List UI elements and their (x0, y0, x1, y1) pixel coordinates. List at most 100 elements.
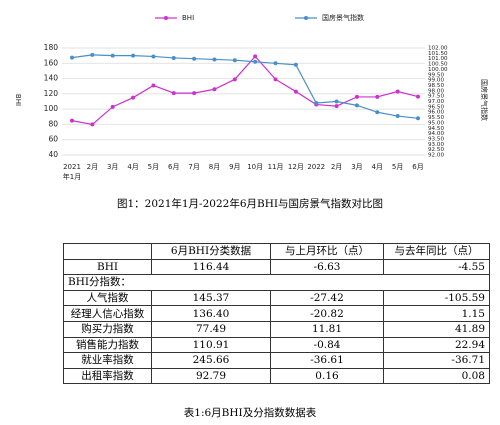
y2-tick-label: 92.00 (428, 153, 444, 159)
table-cell: 0.08 (383, 367, 490, 385)
y-tick-label: 40 (48, 150, 58, 159)
point (171, 91, 176, 96)
y2-tick-label: 96.50 (428, 104, 444, 110)
x-tick-label: 3月 (351, 163, 362, 171)
y2-tick-label: 99.00 (428, 78, 444, 84)
y-tick-label: 100 (44, 104, 59, 113)
y-tick-label: 160 (44, 58, 59, 67)
point (192, 56, 197, 61)
point (110, 53, 115, 58)
table-cell: 与去年同比（点） (383, 243, 490, 260)
series-line (71, 54, 419, 119)
table-row: BHI分指数： (63, 274, 490, 291)
point (232, 58, 237, 63)
point (110, 104, 115, 109)
y2-tick-label: 93.50 (428, 136, 444, 142)
y2-tick-label: 98.00 (428, 88, 444, 94)
table-caption: 表1:6月BHI及分指数数据表 (183, 407, 317, 419)
table-row: 销售能力指数 110.91 -0.84 22.94 (63, 336, 490, 354)
x-tick-label: 2022 (307, 163, 325, 171)
point (354, 103, 359, 108)
x-tick-label: 2月 (87, 163, 98, 171)
table-cell: 41.89 (383, 320, 490, 338)
table-cell: 92.79 (151, 367, 271, 385)
point (395, 89, 400, 94)
point (212, 87, 217, 92)
point (70, 118, 74, 123)
y2-tick-label: 101.50 (428, 51, 448, 57)
table-row: BHI 116.44 -6.63 -4.55 (63, 258, 490, 276)
table-cell: 0.16 (270, 367, 384, 385)
table-cell: 销售能力指数 (63, 336, 152, 354)
y-tick-label: 120 (44, 89, 59, 98)
point (293, 89, 298, 94)
table-row: 经理人信心指数 136.40 -20.82 1.15 (63, 305, 490, 322)
y2-axis-label: 国房景气指数 (480, 79, 489, 121)
table-row: 人气指数 145.37 -27.42 -105.59 (63, 289, 490, 307)
x-tick-label: 5月 (148, 163, 159, 171)
point (273, 61, 278, 66)
y-tick-label: 60 (48, 135, 58, 144)
point (131, 53, 136, 58)
table-cell: -27.42 (270, 289, 384, 307)
table-cell: 购买力指数 (63, 320, 152, 338)
x-tick-label: 6月 (168, 163, 179, 171)
point (131, 95, 136, 100)
point (375, 110, 380, 115)
y-tick-label: 80 (48, 119, 58, 128)
table-cell: -36.71 (383, 352, 490, 369)
series-line (71, 55, 419, 126)
point (273, 77, 278, 82)
point (416, 116, 420, 121)
y2-tick-label: 98.50 (428, 83, 444, 89)
point (416, 94, 420, 99)
y2-tick-label: 95.50 (428, 115, 444, 121)
chart: 40 60 80 100 120 140 160 180 92.0092.5093.0093.5… (14, 13, 489, 181)
y2-tick-label: 92.50 (428, 147, 444, 153)
point (314, 100, 319, 105)
y2-tick-label: 101.00 (428, 56, 448, 62)
point (354, 94, 359, 99)
table-cell: BHI分指数： (63, 274, 490, 291)
x-tick-label: 2021 (63, 163, 81, 171)
x-tick-label: 8月 (209, 163, 220, 171)
legend-marker (304, 16, 308, 20)
table-cell: 145.37 (151, 289, 271, 307)
y-axis-label: BHI (14, 94, 22, 106)
table-cell: 22.94 (383, 336, 490, 354)
x-tick-label: 5月 (392, 163, 403, 171)
table-cell: 与上月环比（点） (270, 243, 384, 260)
figure-caption: 图1：2021年1月-2022年6月BHI与国房景气指数对比图 (116, 198, 384, 210)
table-cell: 116.44 (151, 258, 271, 276)
point (334, 104, 339, 109)
point (171, 55, 176, 60)
legend-marker (164, 16, 168, 20)
table-cell: 110.91 (151, 336, 271, 354)
x-tick-label: 12月 (288, 163, 304, 171)
table-cell: 11.81 (270, 320, 384, 338)
table-cell: 经理人信心指数 (63, 305, 152, 322)
y2-tick-label: 102.00 (428, 46, 448, 52)
y2-tick-label: 97.50 (428, 94, 444, 100)
y2-tick-label: 94.50 (428, 126, 444, 132)
y2-tick-label: 97.00 (428, 99, 444, 105)
point (151, 54, 156, 59)
x-tick-label: 4月 (127, 163, 138, 171)
table-cell: BHI (63, 258, 152, 276)
point (253, 59, 258, 64)
point (375, 94, 380, 99)
table-cell: -20.82 (270, 305, 384, 322)
y2-tick-label: 99.50 (428, 72, 444, 78)
point (90, 122, 95, 127)
x-tick-label: 11月 (268, 163, 284, 171)
x-tick-label: 2月 (331, 163, 342, 171)
y2-tick-label: 100.00 (428, 67, 448, 73)
point (90, 52, 95, 57)
table-cell: 人气指数 (63, 289, 152, 307)
x-tick-label: 9月 (229, 163, 240, 171)
x-tick-label: 6月 (412, 163, 423, 171)
table-cell: -4.55 (383, 258, 490, 276)
x-tick-label: 10月 (247, 163, 263, 171)
point (293, 62, 298, 67)
